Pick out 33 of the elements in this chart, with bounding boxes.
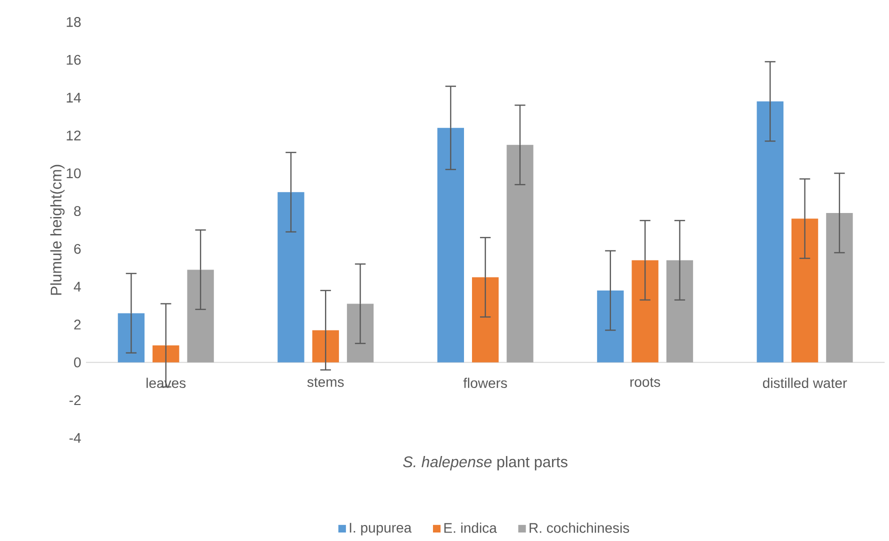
y-tick-label: 0	[74, 357, 81, 368]
y-tick-label: 4	[74, 282, 81, 292]
bar	[632, 260, 658, 362]
bar	[187, 270, 214, 362]
x-tick-label: flowers	[463, 378, 507, 388]
y-axis-title: Plumule height(cm)	[50, 164, 65, 295]
x-tick-label: roots	[630, 378, 660, 387]
bar	[278, 192, 304, 362]
y-tick-label: 14	[66, 92, 81, 102]
legend-label: I. pupurea	[350, 522, 412, 536]
legend-label: R. cochichinesis	[530, 522, 630, 533]
y-tick-label: -2	[69, 395, 81, 406]
bar	[506, 144, 534, 362]
bar	[826, 212, 853, 362]
y-tick-label: 8	[74, 206, 81, 216]
bar	[437, 128, 464, 362]
y-tick-label: 18	[66, 17, 81, 27]
bar	[791, 218, 818, 362]
bar	[152, 345, 180, 362]
x-tick-label: stems	[307, 378, 344, 387]
y-tick-label: 10	[66, 168, 81, 178]
x-axis-title: S. halepense plant parts	[403, 456, 568, 470]
bar	[756, 101, 784, 362]
bar	[472, 277, 499, 362]
bar	[666, 260, 694, 362]
y-tick-label: -4	[69, 433, 81, 443]
legend-label: E. indica	[444, 522, 497, 533]
y-tick-label: 12	[66, 130, 81, 140]
bar	[312, 330, 339, 362]
y-tick-label: 6	[74, 244, 81, 254]
x-tick-label: distilled water	[762, 378, 847, 388]
y-tick-label: 2	[74, 320, 81, 330]
y-tick-label: 16	[66, 54, 81, 65]
